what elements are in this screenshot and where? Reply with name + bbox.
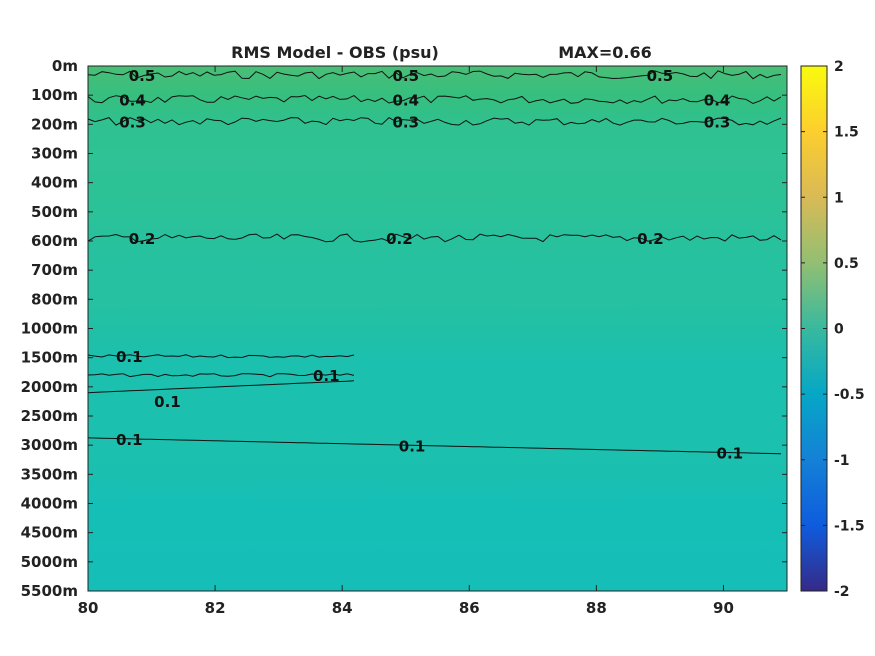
y-tick-label: 400m — [31, 174, 78, 192]
y-tick-label: 500m — [31, 203, 78, 221]
contour-label: 0.4 — [704, 92, 731, 110]
contour-label: 0.1 — [154, 393, 181, 411]
contour-label: 0.4 — [119, 92, 146, 110]
x-tick-label: 86 — [459, 599, 480, 617]
y-tick-label: 4500m — [21, 524, 78, 542]
colorbar: 2 1.5 1 0.5 0 -0.5 -1 -1.5 -2 — [800, 59, 865, 600]
contour-label: 0.3 — [392, 113, 419, 131]
x-tick-label: 80 — [78, 599, 99, 617]
colorbar-tick-label: 0.5 — [834, 256, 859, 272]
heatmap-field — [88, 66, 787, 591]
y-tick-label: 3000m — [21, 436, 78, 454]
contour-label: 0.3 — [119, 113, 146, 131]
colorbar-tick-label: -0.5 — [834, 387, 865, 403]
contour-line — [87, 70, 782, 80]
y-tick-label: 0m — [52, 57, 78, 75]
chart-title: RMS Model - OBS (psu) — [231, 43, 439, 62]
y-tick-label: 5000m — [21, 553, 78, 571]
y-axis: 0m 100m 200m 300m 400m 500m 600m 700m 800m 1000m 1… — [21, 57, 787, 600]
colorbar-tick-label: -1.5 — [834, 518, 865, 534]
contour-line — [87, 437, 782, 455]
y-tick-label: 300m — [31, 145, 78, 163]
contour-label: 0.1 — [313, 367, 340, 385]
contour-label: 0.4 — [392, 92, 419, 110]
y-tick-label: 600m — [31, 232, 78, 250]
colorbar-tick-label: 1.5 — [834, 125, 859, 141]
x-tick-label: 82 — [205, 599, 226, 617]
x-axis: 80 82 84 86 88 90 — [78, 66, 734, 617]
contour-line — [87, 354, 355, 359]
y-tick-label: 3500m — [21, 465, 78, 483]
colorbar-tick-label: -2 — [834, 584, 850, 600]
y-tick-label: 4000m — [21, 495, 78, 513]
y-tick-label: 2000m — [21, 378, 78, 396]
y-tick-label: 200m — [31, 115, 78, 133]
y-tick-label: 1500m — [21, 349, 78, 367]
colorbar-tick-label: -1 — [834, 453, 850, 469]
colorbar-tick-label: 2 — [834, 59, 844, 75]
colorbar-tick-label: 1 — [834, 190, 844, 206]
y-tick-label: 100m — [31, 86, 78, 104]
contour-label: 0.5 — [647, 67, 674, 85]
contour-label: 0.2 — [637, 230, 664, 248]
x-tick-label: 88 — [586, 599, 607, 617]
contour-line — [87, 116, 782, 126]
x-tick-label: 90 — [713, 599, 734, 617]
colorbar-tick-label: 0 — [834, 322, 844, 338]
plot-area: 0.5 0.5 0.5 0.4 0.4 0.4 0.3 0.3 0.3 0.2 0.2 0.2 0.1 0… — [87, 65, 788, 592]
contour-lines — [87, 70, 782, 455]
contour-line — [87, 94, 782, 105]
contour-line — [87, 373, 355, 378]
contour-label: 0.5 — [129, 67, 156, 85]
contour-labels: 0.5 0.5 0.5 0.4 0.4 0.4 0.3 0.3 0.3 0.2 0.2 0.2 0.1 0… — [116, 67, 743, 463]
y-tick-label: 1000m — [21, 320, 78, 338]
contour-label: 0.1 — [717, 445, 744, 463]
y-tick-label: 800m — [31, 290, 78, 308]
contour-line — [87, 233, 782, 243]
contour-line — [87, 380, 355, 394]
colorbar-gradient — [800, 65, 828, 592]
max-value-label: MAX=0.66 — [558, 43, 652, 62]
contour-label: 0.1 — [399, 437, 426, 455]
contour-label: 0.2 — [129, 230, 156, 248]
contour-label: 0.1 — [116, 348, 143, 366]
contour-label: 0.2 — [386, 230, 413, 248]
y-tick-label: 5500m — [21, 582, 78, 600]
contour-label: 0.3 — [704, 113, 731, 131]
contour-label: 0.1 — [116, 431, 143, 449]
contour-label: 0.5 — [392, 67, 419, 85]
x-tick-label: 84 — [332, 599, 353, 617]
y-tick-label: 2500m — [21, 407, 78, 425]
y-tick-label: 700m — [31, 261, 78, 279]
colorbar-ticks: 2 1.5 1 0.5 0 -0.5 -1 -1.5 -2 — [801, 59, 865, 600]
